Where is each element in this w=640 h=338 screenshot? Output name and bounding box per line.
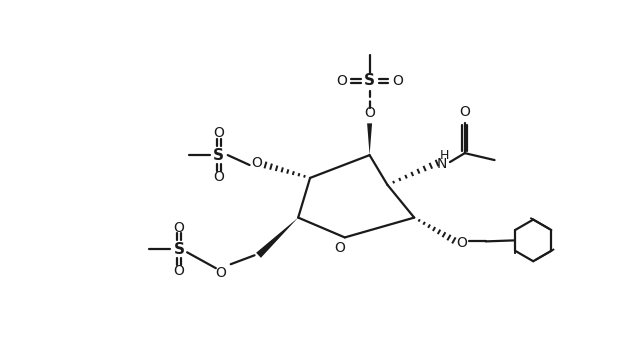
Polygon shape <box>367 123 372 155</box>
Text: O: O <box>392 74 403 88</box>
Text: O: O <box>173 220 184 235</box>
Text: S: S <box>173 242 185 257</box>
Text: N: N <box>437 157 447 171</box>
Polygon shape <box>256 218 298 258</box>
Text: O: O <box>216 266 227 280</box>
Text: O: O <box>456 236 467 250</box>
Text: S: S <box>364 73 375 88</box>
Text: O: O <box>213 170 224 184</box>
Text: O: O <box>173 264 184 278</box>
Text: H: H <box>439 149 449 162</box>
Text: O: O <box>334 241 345 255</box>
Text: S: S <box>213 148 225 163</box>
Text: O: O <box>337 74 348 88</box>
Text: O: O <box>460 105 470 119</box>
Text: O: O <box>251 156 262 170</box>
Text: O: O <box>364 106 375 120</box>
Text: O: O <box>213 126 224 140</box>
